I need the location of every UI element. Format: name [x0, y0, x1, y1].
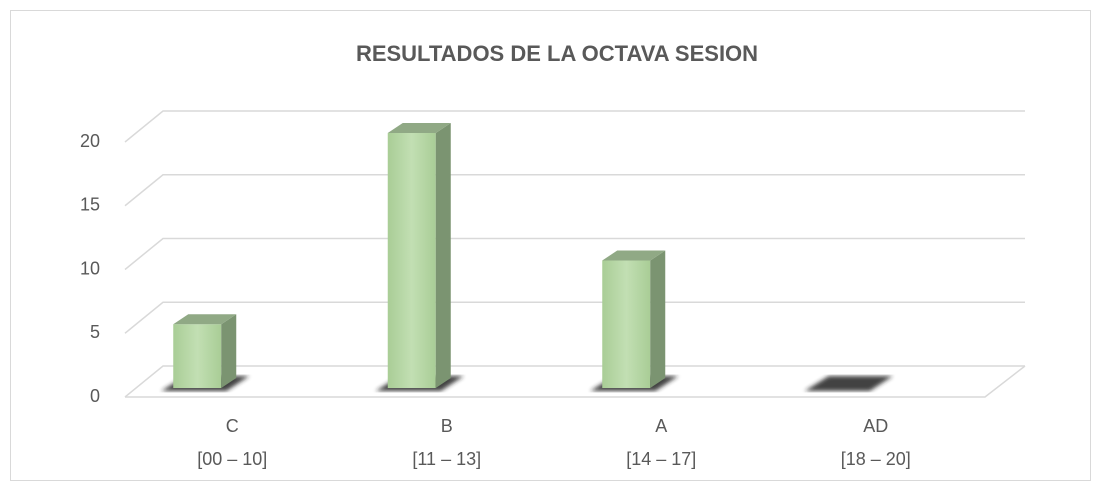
y-tick-label: 5: [90, 322, 100, 342]
x-tick-label: A: [655, 416, 667, 436]
chart-frame: [10, 10, 1091, 481]
y-tick-label: 20: [80, 131, 100, 151]
floor-edge: [125, 365, 1026, 398]
bar-side: [650, 250, 666, 388]
x-tick-label: [00 – 10]: [197, 449, 267, 469]
x-tick-label: [11 – 13]: [412, 449, 481, 469]
bar-side: [435, 123, 451, 388]
grid-line: [124, 110, 1025, 143]
y-tick-label: 15: [80, 195, 100, 215]
x-tick-label: C: [226, 416, 239, 436]
bar: [602, 260, 651, 388]
y-tick-label: 10: [80, 258, 100, 278]
x-tick-label: [18 – 20]: [841, 449, 911, 469]
x-tick-label: B: [441, 416, 453, 436]
bar: [173, 324, 222, 388]
grid-line: [124, 365, 1025, 398]
grid-line: [124, 301, 1025, 334]
x-tick-label: [14 – 17]: [626, 449, 696, 469]
y-tick-label: 0: [90, 386, 100, 406]
bar: [387, 133, 436, 388]
bar-side: [221, 314, 237, 388]
bar-top: [173, 314, 237, 325]
grid-line: [124, 174, 1025, 207]
chart-title: RESULTADOS DE LA OCTAVA SESION: [356, 41, 758, 66]
x-tick-label: AD: [863, 416, 888, 436]
bar-shadow: [804, 376, 893, 391]
grid-line: [124, 237, 1025, 271]
bar-top: [602, 250, 666, 261]
bar-top: [387, 123, 451, 133]
